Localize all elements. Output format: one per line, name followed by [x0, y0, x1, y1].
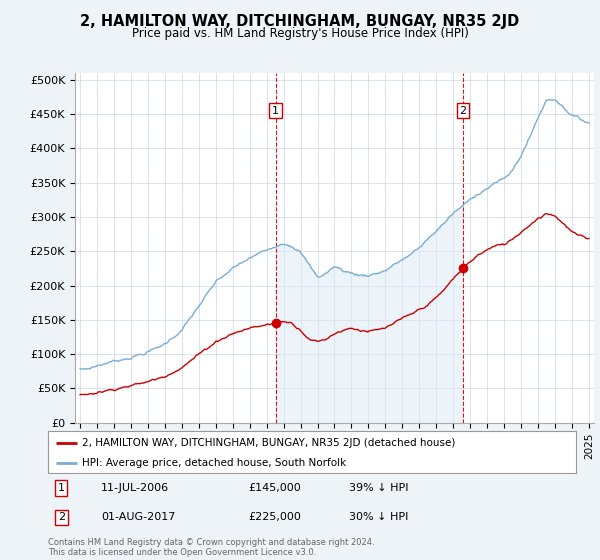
- Text: 01-AUG-2017: 01-AUG-2017: [101, 512, 175, 522]
- Text: Price paid vs. HM Land Registry's House Price Index (HPI): Price paid vs. HM Land Registry's House …: [131, 27, 469, 40]
- Text: 11-JUL-2006: 11-JUL-2006: [101, 483, 169, 493]
- Text: 1: 1: [272, 105, 279, 115]
- Text: 39% ↓ HPI: 39% ↓ HPI: [349, 483, 409, 493]
- Text: 2, HAMILTON WAY, DITCHINGHAM, BUNGAY, NR35 2JD: 2, HAMILTON WAY, DITCHINGHAM, BUNGAY, NR…: [80, 14, 520, 29]
- Text: Contains HM Land Registry data © Crown copyright and database right 2024.
This d: Contains HM Land Registry data © Crown c…: [48, 538, 374, 557]
- Text: £145,000: £145,000: [248, 483, 301, 493]
- Text: HPI: Average price, detached house, South Norfolk: HPI: Average price, detached house, Sout…: [82, 458, 347, 468]
- Text: 2, HAMILTON WAY, DITCHINGHAM, BUNGAY, NR35 2JD (detached house): 2, HAMILTON WAY, DITCHINGHAM, BUNGAY, NR…: [82, 438, 455, 448]
- Text: £225,000: £225,000: [248, 512, 302, 522]
- Text: 30% ↓ HPI: 30% ↓ HPI: [349, 512, 409, 522]
- Text: 2: 2: [460, 105, 467, 115]
- Text: 2: 2: [58, 512, 65, 522]
- Text: 1: 1: [58, 483, 65, 493]
